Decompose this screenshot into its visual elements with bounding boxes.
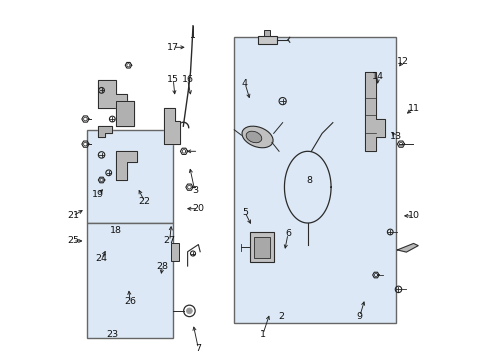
Bar xyxy=(264,31,270,36)
Circle shape xyxy=(187,308,192,314)
Text: 6: 6 xyxy=(285,229,291,238)
Polygon shape xyxy=(116,151,137,180)
Polygon shape xyxy=(98,126,112,137)
Text: 23: 23 xyxy=(106,330,119,339)
Text: 11: 11 xyxy=(408,104,419,113)
Text: 24: 24 xyxy=(96,255,108,264)
Text: 9: 9 xyxy=(357,312,363,321)
Bar xyxy=(258,36,277,44)
Bar xyxy=(87,223,173,338)
Text: 26: 26 xyxy=(124,297,136,306)
Bar xyxy=(234,37,395,323)
Text: 4: 4 xyxy=(242,79,248,88)
Ellipse shape xyxy=(242,126,273,148)
Bar xyxy=(172,243,179,261)
Text: 8: 8 xyxy=(307,176,313,185)
Polygon shape xyxy=(164,108,180,144)
Text: 2: 2 xyxy=(278,312,284,321)
Polygon shape xyxy=(98,80,126,108)
Text: 15: 15 xyxy=(167,75,179,84)
Text: 19: 19 xyxy=(92,190,104,199)
Text: 27: 27 xyxy=(164,237,176,246)
Text: 10: 10 xyxy=(408,211,419,220)
Ellipse shape xyxy=(246,131,262,143)
Text: 3: 3 xyxy=(192,186,198,195)
Bar xyxy=(250,232,274,262)
Bar xyxy=(87,130,173,223)
Text: 17: 17 xyxy=(167,43,179,52)
Text: 28: 28 xyxy=(156,262,169,271)
Text: 21: 21 xyxy=(67,211,79,220)
Text: 16: 16 xyxy=(182,75,194,84)
Text: 18: 18 xyxy=(110,226,122,235)
Bar xyxy=(254,237,270,258)
Polygon shape xyxy=(397,243,418,252)
Text: 13: 13 xyxy=(390,132,402,141)
Polygon shape xyxy=(365,72,385,151)
Text: 20: 20 xyxy=(193,204,204,213)
Polygon shape xyxy=(116,101,134,126)
Text: 5: 5 xyxy=(242,208,248,217)
Text: 7: 7 xyxy=(196,344,201,353)
Text: 22: 22 xyxy=(139,197,150,206)
Text: 14: 14 xyxy=(372,72,384,81)
Text: 1: 1 xyxy=(260,330,266,339)
Text: 25: 25 xyxy=(67,237,79,246)
Text: 12: 12 xyxy=(397,57,409,66)
